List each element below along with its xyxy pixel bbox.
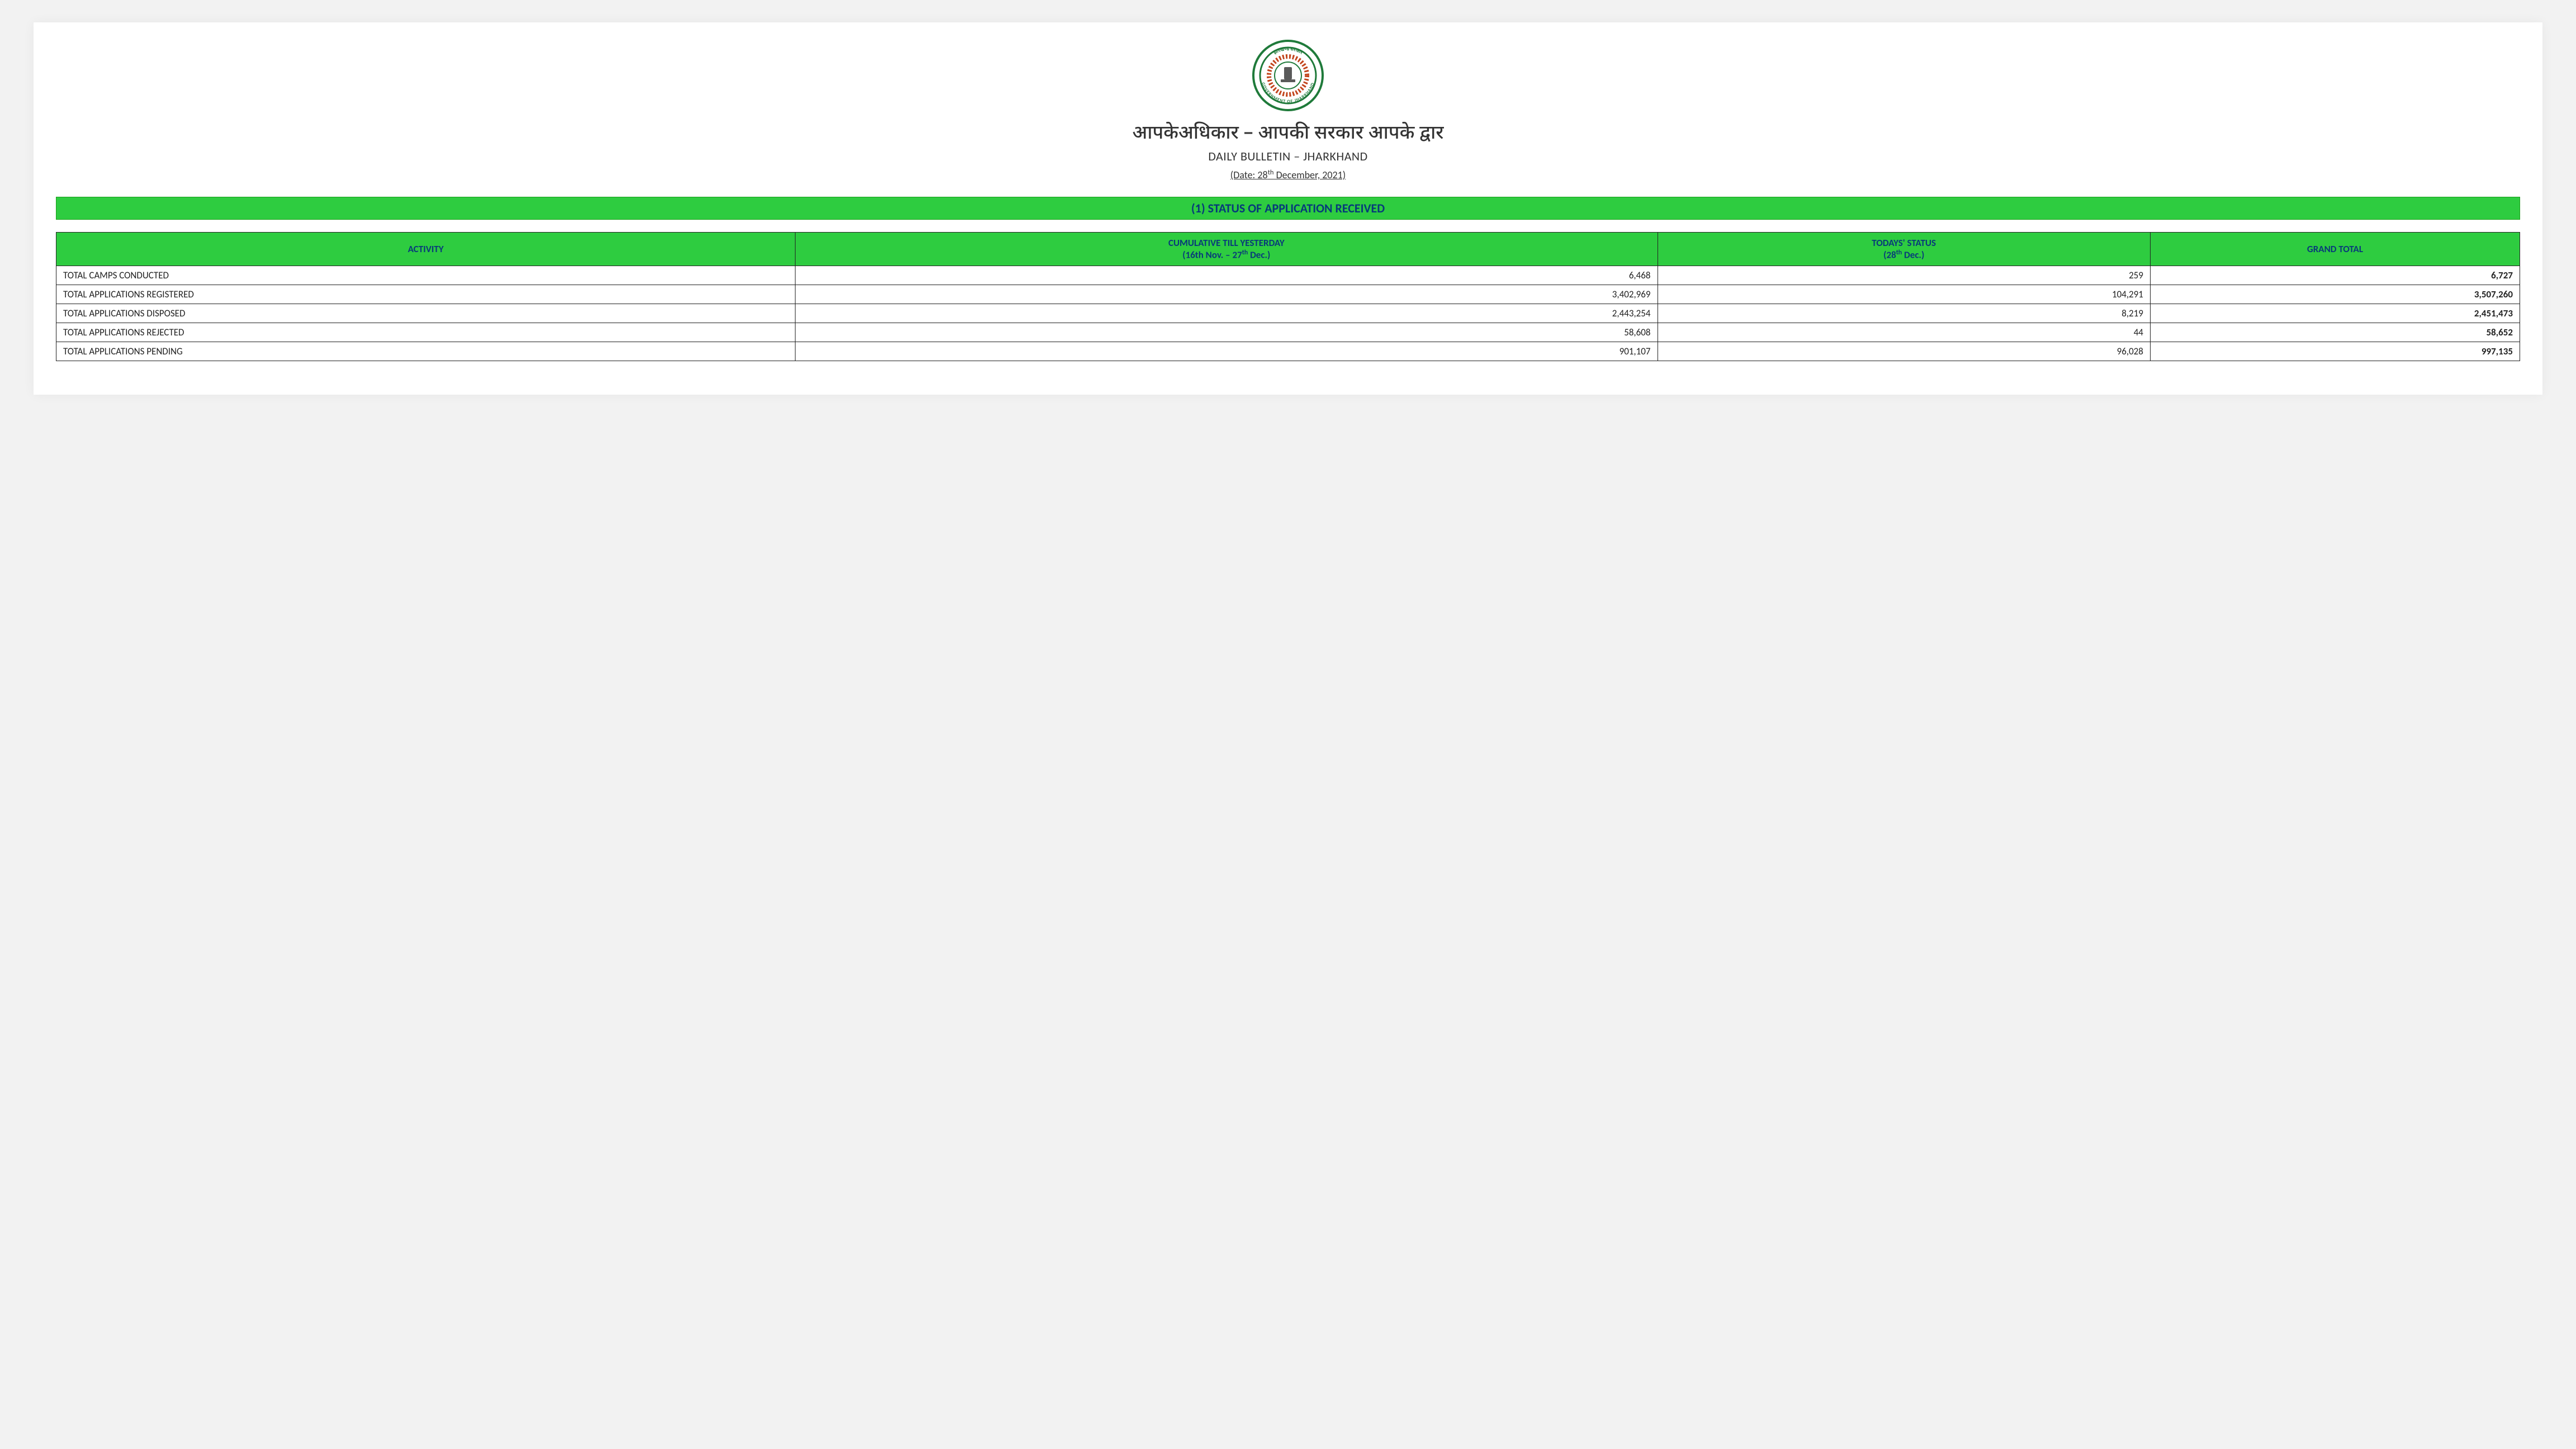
bulletin-date: (Date: 28th December, 2021): [56, 168, 2520, 181]
table-row: TOTAL APPLICATIONS REJECTED58,6084458,65…: [56, 323, 2520, 342]
table-row: TOTAL APPLICATIONS REGISTERED3,402,96910…: [56, 285, 2520, 304]
svg-text:GOVERNMENT OF JHARKHAND: GOVERNMENT OF JHARKHAND: [1260, 82, 1316, 105]
seal-bottom-text: GOVERNMENT OF JHARKHAND: [1260, 82, 1316, 105]
status-table: ACTIVITY CUMULATIVE TILL YESTERDAY (16th…: [56, 232, 2520, 361]
activity-cell: TOTAL APPLICATIONS PENDING: [56, 342, 795, 361]
today-cell: 104,291: [1658, 285, 2150, 304]
cumulative-cell: 6,468: [795, 266, 1658, 285]
table-row: TOTAL APPLICATIONS PENDING901,10796,0289…: [56, 342, 2520, 361]
activity-cell: TOTAL APPLICATIONS REJECTED: [56, 323, 795, 342]
grand-cell: 3,507,260: [2150, 285, 2520, 304]
cumulative-cell: 901,107: [795, 342, 1658, 361]
bulletin-page: झारखण्ड सरकार GOVERNMENT OF JHARKHAND आप…: [34, 22, 2542, 395]
today-cell: 259: [1658, 266, 2150, 285]
activity-cell: TOTAL CAMPS CONDUCTED: [56, 266, 795, 285]
page-header: झारखण्ड सरकार GOVERNMENT OF JHARKHAND आप…: [56, 39, 2520, 181]
cumulative-cell: 3,402,969: [795, 285, 1658, 304]
activity-cell: TOTAL APPLICATIONS DISPOSED: [56, 304, 795, 323]
jharkhand-seal-icon: झारखण्ड सरकार GOVERNMENT OF JHARKHAND: [1252, 39, 1324, 112]
cumulative-cell: 58,608: [795, 323, 1658, 342]
grand-cell: 58,652: [2150, 323, 2520, 342]
table-row: TOTAL CAMPS CONDUCTED6,4682596,727: [56, 266, 2520, 285]
today-cell: 8,219: [1658, 304, 2150, 323]
section-title-bar: (1) STATUS OF APPLICATION RECEIVED: [56, 197, 2520, 220]
today-cell: 96,028: [1658, 342, 2150, 361]
col-today: TODAYS' STATUS (28th Dec.): [1658, 233, 2150, 266]
activity-cell: TOTAL APPLICATIONS REGISTERED: [56, 285, 795, 304]
cumulative-cell: 2,443,254: [795, 304, 1658, 323]
grand-cell: 2,451,473: [2150, 304, 2520, 323]
table-row: TOTAL APPLICATIONS DISPOSED2,443,2548,21…: [56, 304, 2520, 323]
today-cell: 44: [1658, 323, 2150, 342]
col-grand-total: GRAND TOTAL: [2150, 233, 2520, 266]
col-cumulative: CUMULATIVE TILL YESTERDAY (16th Nov. – 2…: [795, 233, 1658, 266]
col-activity: ACTIVITY: [56, 233, 795, 266]
seal-top-text: झारखण्ड सरकार: [1272, 46, 1304, 56]
table-head: ACTIVITY CUMULATIVE TILL YESTERDAY (16th…: [56, 233, 2520, 266]
grand-cell: 997,135: [2150, 342, 2520, 361]
table-body: TOTAL CAMPS CONDUCTED6,4682596,727TOTAL …: [56, 266, 2520, 361]
title-hindi: आपकेअधिकार – आपकी सरकार आपके द्वार: [56, 122, 2520, 146]
subtitle: DAILY BULLETIN – JHARKHAND: [56, 149, 2520, 164]
grand-cell: 6,727: [2150, 266, 2520, 285]
svg-text:झारखण्ड सरकार: झारखण्ड सरकार: [1272, 46, 1304, 56]
